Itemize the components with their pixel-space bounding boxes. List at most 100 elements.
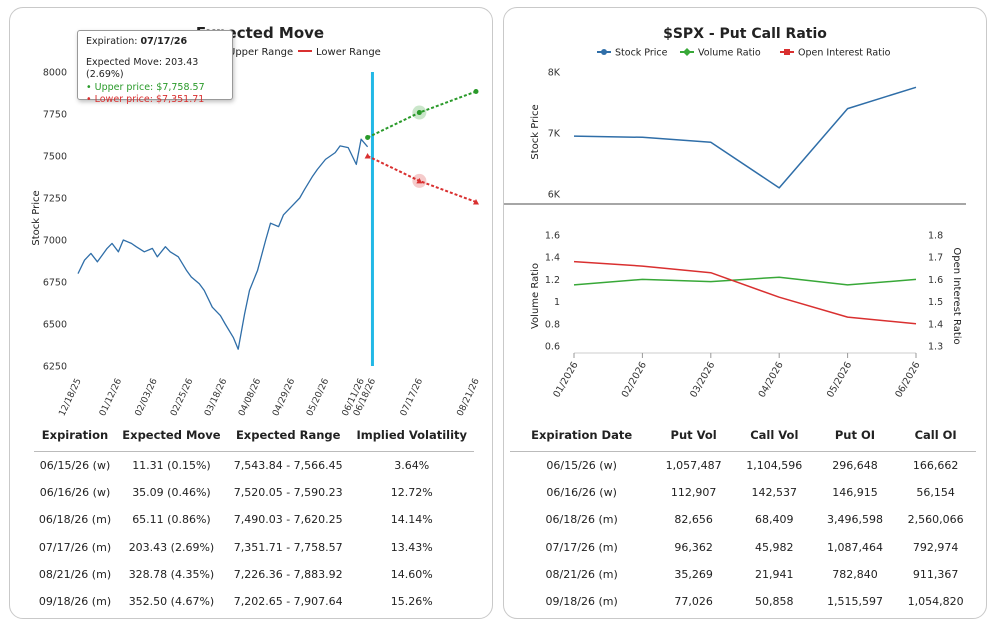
x-tick-label: 04/2026 — [757, 360, 786, 400]
y-tick-label: 6500 — [43, 320, 67, 331]
table-cell: 1,087,464 — [826, 540, 883, 554]
table-cell: 06/16/26 (w) — [546, 486, 617, 500]
table-cell: 3.64% — [394, 459, 430, 473]
legend-label: Volume Ratio — [698, 48, 761, 59]
put-call-ratio-panel: $SPX - Put Call Ratio Stock Price Volume … — [503, 7, 987, 619]
table-row: 06/16/26 (w) 112,907 142,537 146,915 56,154 — [510, 479, 976, 506]
table-row: 08/21/26 (m) 35,269 21,941 782,840 911,367 — [510, 561, 976, 588]
upper-range-point[interactable] — [365, 135, 371, 141]
table-cell: 09/18/26 (m) — [38, 595, 112, 609]
upper-range-point[interactable] — [473, 89, 479, 95]
tooltip-upper: • Upper price: $7,758.57 — [86, 81, 205, 93]
legend-marker — [683, 48, 691, 56]
table-cell: 68,409 — [755, 513, 794, 527]
y-tick-label: 6250 — [43, 362, 67, 373]
lower-range-point[interactable] — [364, 153, 371, 159]
y-axis-label: Stock Price — [31, 190, 42, 245]
legend-lower[interactable]: Lower Range — [298, 47, 381, 58]
y2-tick-label: 1.8 — [928, 231, 943, 242]
table-header-row: Expiration Expected Move Expected Range Imp… — [34, 419, 474, 452]
y2-tick-label: 1.6 — [928, 275, 943, 286]
table-cell: 146,915 — [832, 486, 878, 500]
table-row: 08/21/26 (m) 328.78 (4.35%) 7,226.36 - 7,8… — [34, 561, 474, 588]
upper-range-point[interactable] — [416, 110, 422, 116]
legend-stock-price[interactable]: Stock Price — [597, 48, 668, 59]
table-cell: 11.31 (0.15%) — [132, 459, 211, 473]
series-layer — [77, 72, 479, 366]
y-axis-label-volume: Volume Ratio — [530, 263, 541, 329]
x-axis-ticks: 12/18/25 01/12/26 02/03/26 02/25/26 03/18/26… — [58, 377, 482, 418]
x-tick-label: 08/21/26 — [456, 377, 482, 418]
x-tick-label: 03/2026 — [688, 360, 717, 400]
table-cell: 65.11 (0.86%) — [132, 513, 211, 527]
put-call-table: Expiration Date Put Vol Call Vol Put OI Call… — [510, 419, 976, 615]
table-cell: 112,907 — [670, 486, 717, 500]
table-cell: 782,840 — [832, 567, 878, 581]
y-axis-ticks: 6250 6500 6750 7000 7250 7500 7750 8000 — [43, 68, 67, 373]
legend-upper-label: Upper Range — [228, 47, 293, 58]
table-cell: 166,662 — [912, 459, 959, 473]
y-axis-label-oi: Open Interest Ratio — [951, 247, 962, 344]
table-cell: 7,226.36 - 7,883.92 — [233, 567, 343, 581]
table-row: 06/15/26 (w) 1,057,487 1,104,596 296,648 166… — [510, 452, 976, 480]
stock-price-line — [77, 138, 369, 350]
column-header[interactable]: Expected Move — [116, 419, 227, 452]
table-cell: 82,656 — [674, 513, 713, 527]
legend-marker — [601, 49, 607, 55]
x-tick-label: 04/29/26 — [271, 377, 297, 418]
table-cell: 12.72% — [390, 486, 433, 500]
table-cell: 06/18/26 (m) — [545, 513, 618, 527]
y-tick-label: 0.8 — [545, 319, 560, 330]
x-tick-label: 01/2026 — [551, 360, 580, 400]
lower-range-point[interactable] — [473, 198, 479, 205]
table-cell: 14.60% — [390, 567, 433, 581]
table-row: 06/15/26 (w) 11.31 (0.15%) 7,543.84 - 7,56… — [34, 452, 474, 480]
table-cell: 142,537 — [751, 486, 798, 500]
table-cell: 911,367 — [912, 567, 959, 581]
oi-ratio-line — [573, 260, 917, 325]
legend-oi-ratio[interactable]: Open Interest Ratio — [780, 48, 891, 59]
table-cell: 328.78 (4.35%) — [128, 567, 215, 581]
table-header-row: Expiration Date Put Vol Call Vol Put OI Call… — [510, 419, 976, 452]
x-tick-label: 02/2026 — [620, 360, 649, 400]
table-cell: 45,982 — [755, 540, 794, 554]
table-row: 09/18/26 (m) 77,026 50,858 1,515,597 1,054,8… — [510, 588, 976, 615]
column-header[interactable]: Put OI — [814, 419, 896, 452]
y-tick-label: 7000 — [43, 236, 67, 247]
table-cell: 7,202.65 - 7,907.64 — [233, 595, 343, 609]
expected-move-chart: Expected Move Upper Range Lower Range St… — [31, 24, 482, 418]
lower-range-point[interactable] — [416, 177, 423, 184]
table-cell: 3,496,598 — [826, 513, 883, 527]
y-tick-label: 7250 — [43, 194, 67, 205]
table-cell: 08/21/26 (m) — [545, 567, 618, 581]
y-tick-label: 1.6 — [545, 231, 560, 242]
table-cell: 7,490.03 - 7,620.25 — [233, 513, 343, 527]
column-header[interactable]: Call OI — [895, 419, 976, 452]
tooltip-expiration: 07/17/26 — [140, 36, 188, 47]
table-cell: 7,520.05 - 7,590.23 — [233, 486, 343, 500]
column-header[interactable]: Expiration Date — [510, 419, 654, 452]
table-row: 06/16/26 (w) 35.09 (0.46%) 7,520.05 - 7,59… — [34, 479, 474, 506]
y2-tick-label: 1.4 — [928, 319, 943, 330]
y-tick-label: 1 — [554, 297, 560, 308]
y-tick-label: 8000 — [43, 68, 67, 79]
column-header[interactable]: Expected Range — [226, 419, 350, 452]
series-layer — [573, 86, 917, 325]
x-tick-label: 03/18/26 — [203, 377, 229, 418]
x-tick-label: 05/20/26 — [305, 377, 331, 418]
table-cell: 7,351.71 - 7,758.57 — [233, 540, 343, 554]
table-cell: 21,941 — [755, 567, 794, 581]
table-cell: 56,154 — [916, 486, 955, 500]
legend-volume-ratio[interactable]: Volume Ratio — [680, 48, 761, 59]
table-cell: 792,974 — [912, 540, 959, 554]
column-header[interactable]: Implied Volatility — [349, 419, 474, 452]
column-header[interactable]: Call Vol — [733, 419, 815, 452]
x-tick-label: 02/25/26 — [169, 377, 195, 418]
tooltip-move: Expected Move: 203.43 (2.69%) — [86, 56, 199, 81]
table-cell: 7,543.84 - 7,566.45 — [233, 459, 343, 473]
table-cell: 203.43 (2.69%) — [128, 540, 215, 554]
table-row: 07/17/26 (m) 96,362 45,982 1,087,464 792,974 — [510, 534, 976, 561]
y-axis-label-top: Stock Price — [530, 104, 541, 159]
column-header[interactable]: Put Vol — [653, 419, 734, 452]
column-header[interactable]: Expiration — [34, 419, 117, 452]
